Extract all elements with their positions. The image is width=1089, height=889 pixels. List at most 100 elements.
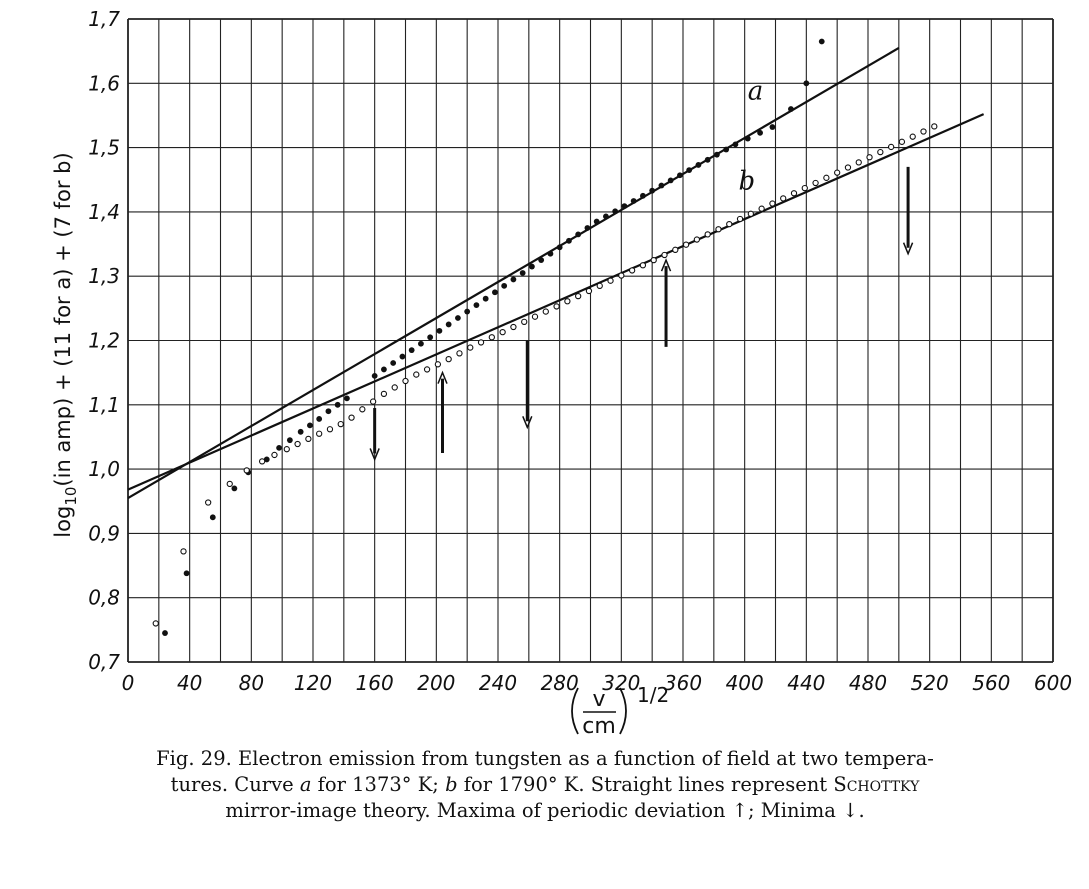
point-b: [585, 287, 593, 295]
point-b: [920, 128, 927, 135]
point-b: [380, 390, 388, 398]
point-b: [434, 361, 442, 368]
point-b: [618, 272, 625, 279]
point-a: [427, 334, 434, 341]
point-b: [844, 164, 852, 171]
arrow-head: [660, 258, 672, 272]
arrow-head: [902, 242, 914, 256]
point-a: [390, 360, 397, 366]
point-b: [661, 251, 668, 259]
point-b: [326, 426, 334, 433]
point-b: [726, 220, 733, 228]
point-b: [909, 133, 916, 140]
point-b: [650, 256, 657, 264]
caption-line-1: Fig. 29. Electron emission from tungsten…: [156, 747, 934, 770]
x-label-denominator: cm: [582, 714, 616, 739]
point-b: [769, 200, 776, 207]
point-b: [423, 366, 431, 373]
point-a: [667, 177, 674, 184]
figure-caption: Fig. 29. Electron emission from tungsten…: [40, 746, 1050, 824]
point-b: [271, 451, 278, 459]
point-a: [788, 106, 794, 112]
theory-lines: [127, 46, 985, 499]
arrow-maximum: [660, 258, 672, 347]
point-a: [723, 146, 730, 153]
x-tick-label: 160: [356, 671, 394, 695]
point-a: [334, 401, 341, 408]
x-tick-label: 40: [177, 671, 202, 695]
x-tick-label: 600: [1034, 671, 1072, 695]
arrow-minimum: [522, 340, 533, 430]
point-b: [445, 355, 452, 363]
point-a: [510, 276, 517, 283]
point-a: [297, 428, 304, 435]
point-b: [499, 328, 506, 336]
y-tick-label: 0,8: [88, 586, 120, 610]
point-b: [823, 174, 830, 181]
point-b: [898, 138, 906, 145]
data-points: [152, 38, 938, 636]
theory-line-b: [127, 113, 985, 491]
point-b: [704, 231, 711, 238]
y-tick-label: 0,7: [88, 650, 120, 674]
arrow-head: [437, 370, 448, 384]
point-a: [464, 308, 471, 315]
point-a: [769, 124, 776, 130]
point-a: [621, 203, 628, 210]
point-a: [183, 570, 190, 577]
point-b: [152, 620, 159, 627]
x-label-numerator: v: [592, 687, 605, 712]
point-a: [231, 485, 238, 492]
point-a: [482, 295, 489, 302]
point-b: [834, 169, 841, 176]
point-b: [693, 236, 701, 243]
point-b: [531, 313, 539, 320]
arrow-head: [369, 448, 380, 462]
y-tick-label: 1,1: [88, 393, 120, 417]
x-tick-label: 200: [417, 671, 455, 695]
point-b: [243, 467, 250, 474]
point-b: [887, 143, 895, 151]
x-tick-labels: 0 40 80 120 160 200 240 280 320 360 400 440 480 520 56…: [122, 671, 1072, 695]
point-a: [501, 282, 508, 289]
point-a: [209, 514, 216, 521]
point-a: [371, 372, 378, 379]
point-b: [564, 298, 571, 305]
point-a: [455, 315, 461, 321]
point-b: [553, 303, 560, 310]
x-tick-label: 560: [972, 671, 1010, 695]
y-tick-label: 1,4: [88, 200, 120, 224]
y-axis-label: log10(in amp) + (11 for a) + (7 for b): [51, 152, 80, 537]
point-a: [408, 347, 415, 354]
point-a: [566, 237, 572, 244]
curve-labels: ab: [739, 76, 764, 196]
point-b: [510, 323, 517, 331]
point-b: [736, 215, 744, 223]
point-a: [640, 192, 646, 199]
point-b: [542, 308, 549, 315]
point-a: [649, 187, 656, 194]
point-b: [715, 226, 722, 233]
point-a: [418, 340, 424, 347]
point-b: [316, 430, 323, 437]
point-b: [305, 435, 312, 443]
point-b: [337, 420, 344, 428]
point-b: [391, 384, 398, 391]
x-tick-label: 0: [122, 671, 135, 695]
deviation-arrows: [369, 166, 914, 462]
point-a: [286, 437, 293, 444]
y-tick-label: 1,0: [88, 457, 120, 481]
point-a: [575, 231, 582, 238]
point-b: [456, 350, 463, 357]
point-b: [477, 339, 485, 346]
caption-line-2: tures. Curve a for 1373° K; b for 1790° …: [170, 772, 920, 796]
point-a: [547, 250, 554, 257]
x-tick-label: 400: [726, 671, 764, 695]
point-a: [162, 630, 168, 636]
chart: 0 40 80 120 160 200 240 280 320 360 400 440 480 520 56…: [51, 7, 1072, 739]
point-b: [258, 458, 266, 465]
point-b: [682, 241, 690, 248]
y-tick-label: 1,6: [88, 71, 120, 95]
y-tick-label: 1,3: [88, 264, 120, 288]
point-b: [226, 480, 233, 488]
